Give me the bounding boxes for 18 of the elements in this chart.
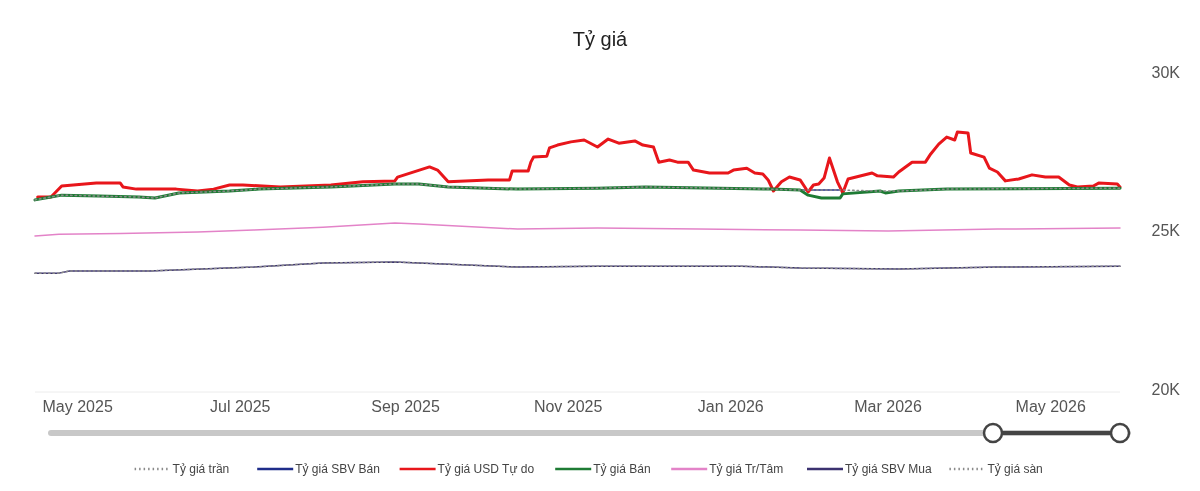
y-tick-label: 20K [1151,380,1181,398]
x-tick-label: Jan 2026 [697,398,764,415]
y-tick-label: 25K [1151,222,1181,240]
legend-label: Tỷ giá SBV Mua [845,462,933,476]
x-tick-label: Mar 2026 [854,398,922,415]
legend-label: Tỷ giá Bán [593,462,651,476]
x-tick-label: Nov 2025 [533,398,603,415]
legend-label: Tỷ giá SBV Bán [295,462,380,476]
y-tick-label: 30K [1151,63,1181,81]
legend-label: Tỷ giá USD Tự do [437,462,535,476]
legend-label: Tỷ giá sàn [987,462,1043,476]
chart-title: Tỷ giá [572,28,629,50]
x-tick-label: May 2026 [1015,398,1086,415]
x-tick-label: May 2025 [42,398,113,415]
legend-label: Tỷ giá trần [172,462,230,476]
x-tick-label: Sep 2025 [371,398,440,415]
x-tick-label: Jul 2025 [210,398,271,415]
legend-label: Tỷ giá Tr/Tâm [709,462,784,476]
